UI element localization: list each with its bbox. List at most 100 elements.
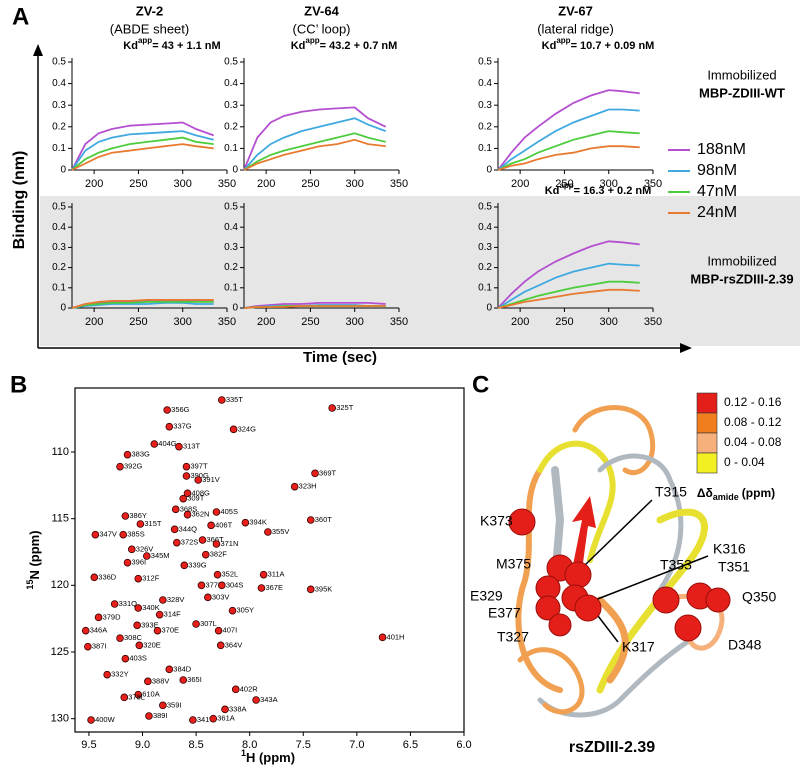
peak-label: 610A bbox=[142, 690, 160, 699]
y-tick-label: 0.3 bbox=[224, 242, 238, 253]
nmr-peak bbox=[182, 462, 191, 471]
y-tick-label: 125 bbox=[51, 646, 69, 658]
x-tick-label: 6.0 bbox=[456, 739, 471, 751]
nmr-peak bbox=[165, 422, 174, 431]
panel-label: B bbox=[10, 371, 27, 398]
peak-label: 395K bbox=[315, 584, 333, 593]
x-tick-label: 9.5 bbox=[81, 739, 96, 751]
scale-swatch bbox=[696, 412, 718, 434]
nmr-peak bbox=[90, 573, 99, 582]
binding-curve bbox=[497, 262, 640, 309]
nmr-peak bbox=[87, 716, 95, 724]
binding-curve bbox=[497, 130, 640, 171]
peak-label: 404G bbox=[158, 439, 177, 448]
peak-label: 394K bbox=[249, 518, 267, 527]
nmr-peak bbox=[306, 585, 315, 594]
nmr-peak bbox=[145, 712, 153, 720]
residue-label: T353 bbox=[660, 557, 692, 573]
y-tick-label: 0.2 bbox=[478, 121, 492, 132]
y-tick-label: 0.4 bbox=[52, 222, 66, 233]
peak-label: 389I bbox=[153, 711, 168, 720]
kd-superscript: app bbox=[138, 36, 152, 45]
nmr-peak bbox=[180, 561, 189, 570]
nmr-peak bbox=[136, 520, 145, 528]
peak-label: 328V bbox=[167, 595, 185, 604]
axis-arrows bbox=[33, 44, 692, 353]
binding-curve bbox=[71, 301, 214, 309]
kd-symbol: Kd bbox=[545, 185, 560, 197]
peak-label: 343A bbox=[260, 695, 278, 704]
peak-label: 402R bbox=[240, 684, 259, 693]
peak-label: 370E bbox=[162, 626, 180, 635]
residue-spheres bbox=[508, 508, 731, 642]
y-tick-label: 0 bbox=[486, 165, 492, 176]
x-tick-label: 8.0 bbox=[242, 739, 257, 751]
peak-label: 364V bbox=[225, 640, 243, 649]
nmr-peak bbox=[123, 558, 132, 567]
nmr-peak bbox=[192, 620, 200, 628]
row-name: MBP-rsZDIII-2.39 bbox=[690, 271, 793, 286]
peak-label: 304S bbox=[226, 580, 244, 589]
residue-label: Q350 bbox=[742, 589, 776, 605]
y-tick-label: 0.2 bbox=[224, 262, 238, 273]
residue-label: E377 bbox=[488, 605, 521, 621]
nmr-peak bbox=[216, 641, 225, 650]
binding-curve bbox=[497, 288, 640, 309]
y-tick-label: 0 bbox=[60, 303, 66, 314]
kd-annotation: Kdapp= 10.7 + 0.09 nM bbox=[542, 36, 655, 52]
scale-swatch bbox=[696, 432, 718, 454]
peak-label: 325T bbox=[336, 403, 354, 412]
y-tick-label: 0.4 bbox=[478, 78, 492, 89]
x-axis-label: Time (sec) bbox=[303, 349, 377, 366]
binding-curve bbox=[497, 240, 640, 309]
peak-label: 332Y bbox=[111, 670, 129, 679]
nmr-peak bbox=[306, 516, 315, 524]
scale-title-symbol: Δδ bbox=[697, 486, 713, 500]
peak-label: 377E bbox=[205, 580, 223, 589]
nmr-peak bbox=[182, 472, 191, 480]
peak-label: 367E bbox=[265, 583, 283, 592]
nmr-peak bbox=[218, 581, 226, 590]
kd-annotation: Kdapp= 43.2 + 0.7 nM bbox=[291, 36, 398, 52]
residue-label: K316 bbox=[713, 541, 746, 557]
nmr-peak bbox=[179, 494, 188, 503]
binding-curve bbox=[71, 302, 214, 309]
peak-label: 341V bbox=[197, 715, 215, 724]
nmr-peak bbox=[328, 404, 336, 412]
peak-label: 338A bbox=[229, 704, 247, 713]
peak-label: 385S bbox=[127, 530, 145, 539]
peak-label: 335T bbox=[226, 395, 244, 404]
peak-label: 315T bbox=[144, 519, 162, 528]
nmr-peak bbox=[241, 518, 250, 527]
y-tick-label: 0.5 bbox=[224, 202, 238, 213]
kd-superscript: app bbox=[556, 36, 570, 45]
binding-curve bbox=[497, 145, 640, 171]
nmr-peak bbox=[94, 613, 103, 622]
nmr-peak bbox=[257, 584, 266, 592]
binding-curve bbox=[71, 136, 214, 171]
kd-symbol: Kd bbox=[542, 40, 557, 52]
row-background bbox=[40, 196, 800, 346]
scale-label: 0.08 - 0.12 bbox=[724, 415, 782, 429]
scale-label: 0.04 - 0.08 bbox=[724, 435, 782, 449]
y-tick-label: 0.2 bbox=[52, 121, 66, 132]
peak-label: 369T bbox=[319, 468, 337, 477]
scale-swatch bbox=[696, 452, 718, 474]
peak-label: 345M bbox=[151, 551, 170, 560]
nmr-peak bbox=[133, 621, 141, 630]
nmr-peak bbox=[134, 574, 143, 583]
y-tick-label: 0 bbox=[486, 303, 492, 314]
x-tick-label: 200 bbox=[257, 316, 275, 328]
peak-label: 311A bbox=[268, 570, 285, 579]
x-tick-label: 200 bbox=[511, 316, 529, 328]
nmr-peak bbox=[173, 538, 181, 547]
nmr-peak bbox=[120, 693, 129, 702]
y-axis-label: 15N (ppm) bbox=[25, 530, 42, 589]
x-tick-label: 350 bbox=[644, 178, 662, 190]
peak-label: 344Q bbox=[179, 524, 198, 533]
peak-label: 388V bbox=[152, 676, 170, 685]
residue-label: K373 bbox=[480, 513, 513, 529]
peak-label: 360T bbox=[315, 515, 333, 524]
y-tick-label: 120 bbox=[51, 579, 69, 591]
binding-curve bbox=[243, 132, 386, 171]
